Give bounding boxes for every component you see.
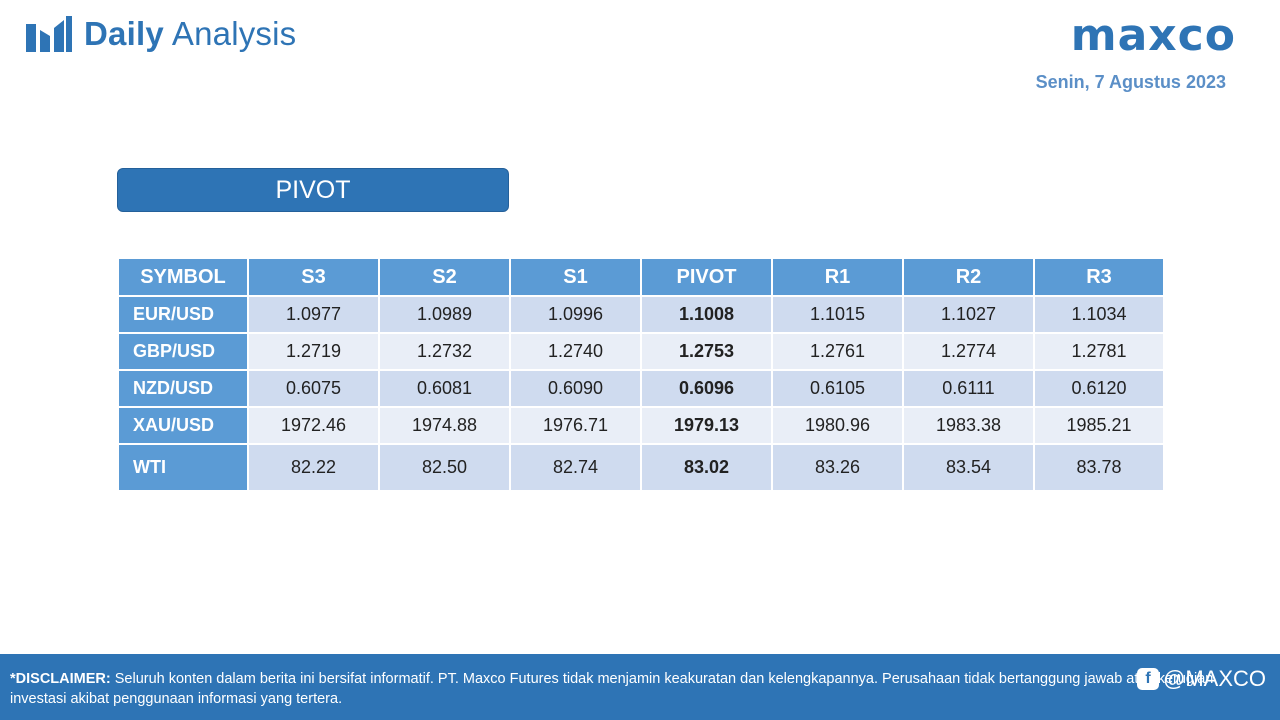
value-cell: 0.6120 <box>1033 369 1165 408</box>
symbol-cell: XAU/USD <box>117 406 249 445</box>
footer-bar: *DISCLAIMER: Seluruh konten dalam berita… <box>0 654 1280 720</box>
value-cell: 1.2761 <box>771 332 904 371</box>
value-cell: 1.2732 <box>378 332 511 371</box>
value-cell: 82.22 <box>247 443 380 492</box>
pivot-table: SYMBOL S3 S2 S1 PIVOT R1 R2 R3 EUR/USD 1… <box>117 257 1165 492</box>
value-cell: 1976.71 <box>509 406 642 445</box>
table-row: NZD/USD 0.6075 0.6081 0.6090 0.6096 0.61… <box>117 369 1165 408</box>
pivot-value-cell: 83.02 <box>640 443 773 492</box>
value-cell: 1.1027 <box>902 295 1035 334</box>
bar-chart-icon <box>26 16 72 52</box>
value-cell: 1.1015 <box>771 295 904 334</box>
value-cell: 1.2774 <box>902 332 1035 371</box>
table-header-row: SYMBOL S3 S2 S1 PIVOT R1 R2 R3 <box>117 257 1165 297</box>
table-row: GBP/USD 1.2719 1.2732 1.2740 1.2753 1.27… <box>117 332 1165 371</box>
symbol-cell: GBP/USD <box>117 332 249 371</box>
pivot-value-cell: 0.6096 <box>640 369 773 408</box>
value-cell: 1974.88 <box>378 406 511 445</box>
value-cell: 83.78 <box>1033 443 1165 492</box>
social-link[interactable]: f @MAXCO <box>1136 666 1266 692</box>
pivot-value-cell: 1979.13 <box>640 406 773 445</box>
report-date: Senin, 7 Agustus 2023 <box>1035 72 1226 92</box>
column-header: SYMBOL <box>117 257 249 297</box>
column-header: R2 <box>902 257 1035 297</box>
column-header: R3 <box>1033 257 1165 297</box>
brand-title-light: Analysis <box>171 15 297 52</box>
value-cell: 1.0996 <box>509 295 642 334</box>
symbol-cell: NZD/USD <box>117 369 249 408</box>
value-cell: 83.54 <box>902 443 1035 492</box>
brand-title: Daily Analysis <box>84 15 296 53</box>
column-header: S2 <box>378 257 511 297</box>
value-cell: 0.6081 <box>378 369 511 408</box>
column-header: R1 <box>771 257 904 297</box>
disclaimer-lead: *DISCLAIMER: <box>10 671 111 687</box>
disclaimer-text: Seluruh konten dalam berita ini bersifat… <box>10 671 1214 707</box>
value-cell: 1.2740 <box>509 332 642 371</box>
value-cell: 1985.21 <box>1033 406 1165 445</box>
value-cell: 1983.38 <box>902 406 1035 445</box>
table-row: XAU/USD 1972.46 1974.88 1976.71 1979.13 … <box>117 406 1165 445</box>
value-cell: 1.0977 <box>247 295 380 334</box>
facebook-icon: f <box>1136 668 1159 690</box>
column-header: S1 <box>509 257 642 297</box>
value-cell: 83.26 <box>771 443 904 492</box>
value-cell: 0.6075 <box>247 369 380 408</box>
value-cell: 1.2781 <box>1033 332 1165 371</box>
symbol-cell: EUR/USD <box>117 295 249 334</box>
social-handle: @MAXCO <box>1162 666 1266 691</box>
value-cell: 1980.96 <box>771 406 904 445</box>
column-header: PIVOT <box>640 257 773 297</box>
column-header: S3 <box>247 257 380 297</box>
value-cell: 0.6111 <box>902 369 1035 408</box>
pivot-value-cell: 1.1008 <box>640 295 773 334</box>
pivot-value-cell: 1.2753 <box>640 332 773 371</box>
brand-title-bold: Daily <box>84 15 164 52</box>
maxco-logo: maxco <box>1070 10 1236 61</box>
value-cell: 82.74 <box>509 443 642 492</box>
symbol-cell: WTI <box>117 443 249 492</box>
table-row: WTI 82.22 82.50 82.74 83.02 83.26 83.54 … <box>117 443 1165 492</box>
value-cell: 0.6105 <box>771 369 904 408</box>
brand-header: Daily Analysis <box>24 14 296 54</box>
value-cell: 1.2719 <box>247 332 380 371</box>
section-title: PIVOT <box>117 168 509 212</box>
value-cell: 0.6090 <box>509 369 642 408</box>
value-cell: 1972.46 <box>247 406 380 445</box>
disclaimer: *DISCLAIMER: Seluruh konten dalam berita… <box>10 669 1240 709</box>
value-cell: 82.50 <box>378 443 511 492</box>
value-cell: 1.1034 <box>1033 295 1165 334</box>
table-row: EUR/USD 1.0977 1.0989 1.0996 1.1008 1.10… <box>117 295 1165 334</box>
value-cell: 1.0989 <box>378 295 511 334</box>
